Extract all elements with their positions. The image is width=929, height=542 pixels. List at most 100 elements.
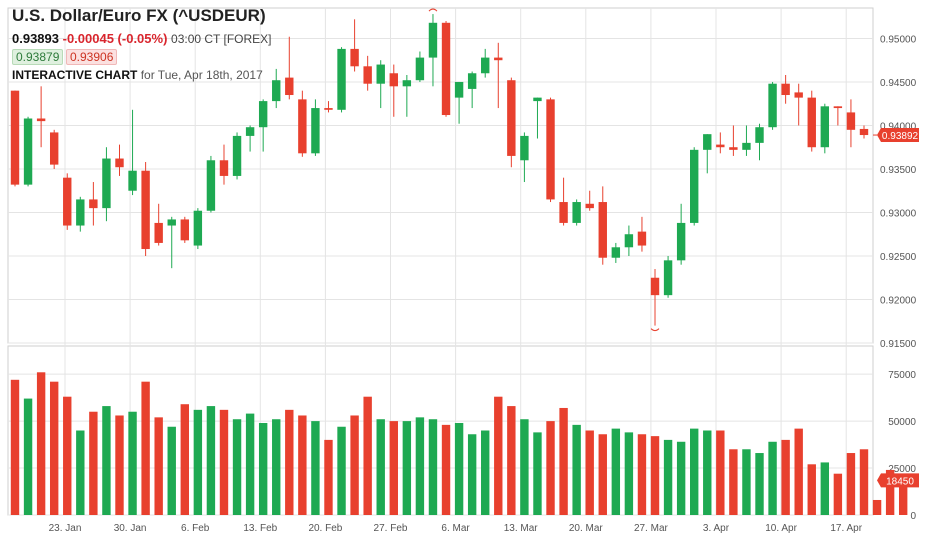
volume-bar bbox=[546, 421, 555, 515]
candle-body bbox=[10, 90, 20, 185]
candle-body bbox=[167, 219, 176, 226]
volume-bar bbox=[742, 449, 751, 515]
candle-body bbox=[454, 81, 464, 98]
x-tick-label: 3. Apr bbox=[703, 523, 730, 534]
candle-body bbox=[428, 22, 438, 58]
high-marker bbox=[428, 8, 438, 12]
volume-bar bbox=[494, 396, 503, 515]
price-tick-label: 0.93000 bbox=[880, 208, 917, 219]
volume-tick-label: 75000 bbox=[888, 370, 916, 381]
candle-body bbox=[585, 203, 594, 209]
price-panel-border bbox=[7, 7, 874, 344]
chart-title: U.S. Dollar/Euro FX (^USDEUR) bbox=[12, 6, 266, 25]
candle-body bbox=[533, 97, 542, 102]
candle-body bbox=[807, 97, 816, 148]
volume-bar bbox=[298, 415, 307, 515]
candle-body bbox=[859, 128, 869, 136]
volume-bar bbox=[481, 430, 490, 515]
volume-bar bbox=[311, 421, 320, 515]
candle-body bbox=[402, 80, 412, 87]
volume-bar bbox=[885, 469, 895, 515]
candle-body bbox=[311, 108, 320, 154]
volume-bar bbox=[180, 404, 189, 515]
volume-bar bbox=[154, 417, 163, 515]
x-tick-label: 6. Feb bbox=[181, 523, 210, 534]
volume-bar bbox=[807, 464, 816, 515]
candle-body bbox=[36, 118, 46, 122]
volume-bar bbox=[402, 421, 412, 515]
volume-bar bbox=[193, 409, 203, 515]
candle-body bbox=[415, 57, 425, 81]
candle-body bbox=[115, 158, 124, 168]
last-volume-badge-label: 18450 bbox=[886, 476, 914, 487]
volume-bar bbox=[768, 441, 777, 515]
volume-bar bbox=[663, 439, 673, 515]
volume-bar bbox=[611, 428, 621, 515]
candle-body bbox=[559, 202, 568, 223]
volume-bar bbox=[363, 396, 372, 515]
candle-body bbox=[272, 80, 281, 102]
volume-bar bbox=[898, 480, 908, 515]
candle-body bbox=[794, 92, 803, 98]
volume-bar bbox=[637, 434, 647, 515]
volume-bar bbox=[428, 419, 438, 515]
candle-body bbox=[154, 222, 163, 243]
candle-body bbox=[768, 83, 777, 128]
volume-bar bbox=[781, 439, 790, 515]
candle-body bbox=[219, 160, 229, 176]
x-tick-label: 6. Mar bbox=[441, 523, 470, 534]
x-tick-label: 20. Feb bbox=[308, 523, 342, 534]
candle-body bbox=[729, 147, 738, 150]
volume-tick-label: 0 bbox=[910, 511, 916, 522]
volume-bar bbox=[755, 453, 764, 515]
volume-bar bbox=[729, 449, 738, 515]
candle-body bbox=[206, 160, 216, 211]
price-tick-label: 0.92500 bbox=[880, 252, 917, 263]
candle-body bbox=[833, 106, 843, 109]
candle-body bbox=[324, 108, 333, 110]
volume-bar bbox=[128, 411, 137, 515]
volume-bar bbox=[716, 430, 725, 515]
volume-bar bbox=[585, 430, 594, 515]
candle-body bbox=[663, 260, 673, 296]
chart-date: for Tue, Apr 18th, 2017 bbox=[140, 68, 263, 82]
candle-body bbox=[611, 247, 621, 258]
volume-bar bbox=[63, 396, 72, 515]
interactive-chart-label: INTERACTIVE CHART for Tue, Apr 18th, 201… bbox=[12, 68, 263, 82]
price-tick-label: 0.91500 bbox=[880, 339, 917, 350]
x-tick-label: 27. Mar bbox=[634, 523, 669, 534]
candle-body bbox=[820, 106, 830, 148]
volume-bar bbox=[676, 441, 686, 515]
last-price-badge bbox=[877, 128, 919, 143]
price-tick-label: 0.95000 bbox=[880, 34, 917, 45]
candle-body bbox=[128, 170, 137, 191]
volume-bar bbox=[389, 421, 398, 515]
volume-bar bbox=[454, 422, 464, 515]
bid-price: 0.93879 bbox=[12, 49, 64, 65]
quote-time: 03:00 CT [FOREX] bbox=[171, 32, 272, 46]
candle-body bbox=[624, 234, 634, 248]
candle-body bbox=[337, 48, 346, 110]
candle-body bbox=[363, 66, 372, 84]
volume-bar bbox=[572, 424, 581, 515]
candle-body bbox=[23, 118, 33, 185]
x-tick-label: 20. Mar bbox=[569, 523, 604, 534]
volume-bar bbox=[441, 424, 451, 515]
last-price: 0.93893 bbox=[12, 31, 59, 46]
volume-bar bbox=[232, 419, 242, 515]
volume-bar bbox=[206, 406, 216, 515]
price-tick-label: 0.93500 bbox=[880, 165, 917, 176]
candle-body bbox=[389, 73, 398, 87]
candle-body bbox=[494, 57, 503, 61]
volume-bar bbox=[23, 398, 33, 515]
candle-body bbox=[703, 134, 712, 150]
volume-bar bbox=[219, 409, 229, 515]
volume-bar bbox=[350, 415, 359, 515]
candle-body bbox=[676, 222, 686, 261]
x-tick-label: 13. Feb bbox=[243, 523, 277, 534]
volume-bar bbox=[846, 453, 856, 515]
volume-bar bbox=[703, 430, 712, 515]
x-tick-label: 23. Jan bbox=[49, 523, 82, 534]
